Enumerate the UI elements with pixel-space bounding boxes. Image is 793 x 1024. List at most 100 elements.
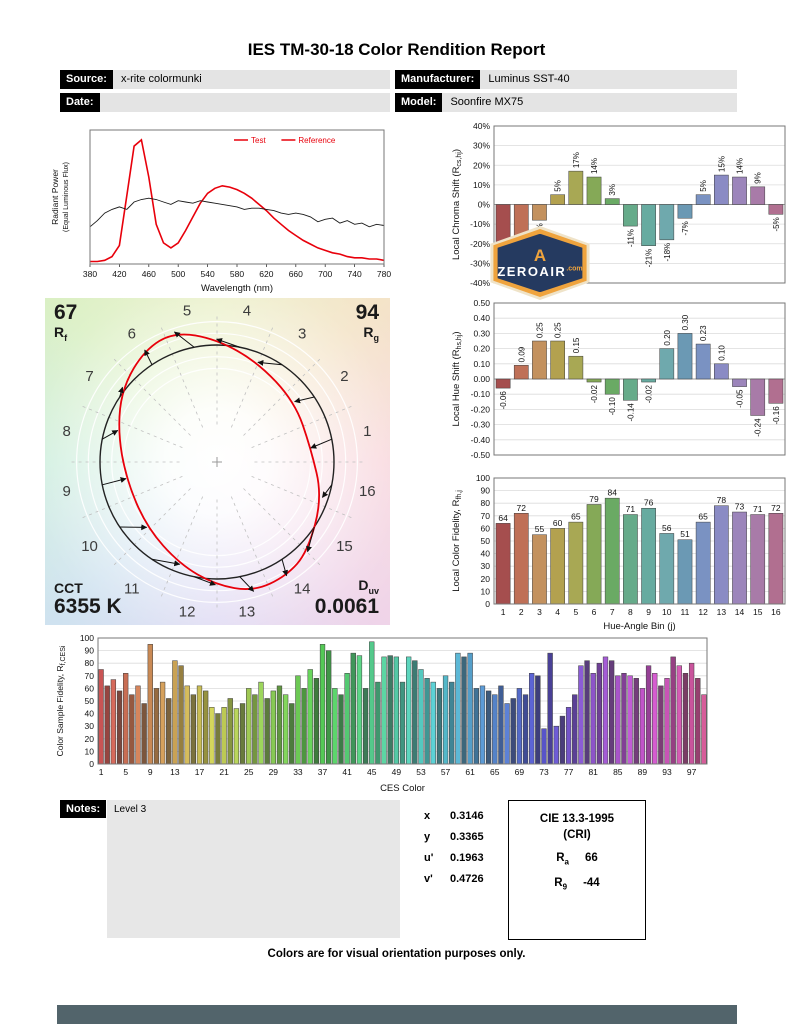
model-value: Soonfire MX75 [442, 93, 737, 112]
svg-text:55: 55 [535, 524, 545, 534]
svg-text:9: 9 [646, 607, 651, 617]
bar [276, 685, 283, 765]
svg-text:-0.10: -0.10 [608, 397, 617, 416]
bar [596, 662, 602, 765]
svg-text:0.23: 0.23 [699, 325, 708, 341]
bar [338, 694, 344, 765]
svg-text:-0.02: -0.02 [645, 384, 654, 403]
spectral-power-distribution-chart: 380 420 460 500 540 580 620 660 700 740 780 Wavelen… [50, 122, 392, 294]
notes-box: Level 3 [107, 800, 400, 938]
bar [362, 688, 369, 765]
date-label: Date: [60, 93, 100, 112]
svg-text:90: 90 [481, 486, 491, 496]
svg-text:10%: 10% [473, 180, 490, 190]
svg-text:13: 13 [170, 767, 180, 777]
bar [166, 698, 172, 765]
svg-text:81: 81 [588, 767, 598, 777]
duv-readout: Duv 0.0061 [315, 576, 379, 619]
notes-label: Notes: [60, 800, 107, 818]
svg-text:9: 9 [63, 483, 71, 500]
bar [178, 665, 184, 765]
manufacturer-label: Manufacturer: [395, 70, 481, 89]
bar [436, 688, 443, 765]
svg-text:84: 84 [607, 488, 617, 498]
svg-text:-5%: -5% [772, 217, 781, 231]
svg-text:17%: 17% [572, 152, 581, 168]
cvg-reference-circle [99, 344, 335, 580]
ces-canvas: 0 10 20 30 40 50 60 70 80 90 100 1 5 9 13 17 21 25 29 33 37 4… [55, 633, 708, 794]
svg-text:69: 69 [515, 767, 525, 777]
svg-text:60: 60 [85, 683, 95, 693]
chroma-bars [495, 170, 784, 246]
svg-text:10: 10 [481, 586, 491, 596]
svg-text:1: 1 [363, 423, 371, 440]
svg-text:14: 14 [294, 580, 311, 597]
coord-row-u: u' 0.1963 [424, 852, 484, 864]
bar [682, 673, 689, 765]
bar [639, 688, 646, 765]
svg-text:-0.30: -0.30 [471, 420, 491, 430]
svg-text:13: 13 [717, 607, 727, 617]
page-title: IES TM-30-18 Color Rendition Report [247, 40, 546, 59]
cvg-test-curve [118, 333, 320, 590]
bar [670, 656, 676, 765]
bar [550, 528, 565, 605]
bar [677, 204, 693, 219]
bar [645, 665, 652, 765]
bar [430, 681, 436, 765]
bar [350, 652, 356, 765]
bar [547, 652, 553, 765]
bar [104, 685, 110, 765]
svg-text:-21%: -21% [645, 249, 654, 268]
svg-text:0: 0 [485, 599, 490, 609]
bar [641, 378, 656, 383]
svg-text:0.25: 0.25 [535, 322, 544, 338]
bar [375, 681, 381, 765]
ra-label: Ra [556, 852, 569, 867]
svg-text:10: 10 [85, 746, 95, 756]
svg-text:740: 740 [348, 269, 362, 279]
svg-text:660: 660 [289, 269, 303, 279]
bar [172, 660, 178, 765]
svg-text:20: 20 [481, 574, 491, 584]
duv-label: Duv [358, 576, 379, 596]
svg-text:30: 30 [481, 561, 491, 571]
svg-text:57: 57 [441, 767, 451, 777]
svg-text:5%: 5% [699, 180, 708, 192]
zeroair-badge-border: A ZEROAIR.com [493, 228, 587, 298]
rg-score: 94 Rg [356, 301, 379, 343]
svg-text:49: 49 [392, 767, 402, 777]
svg-text:65: 65 [490, 767, 500, 777]
bar [623, 204, 638, 227]
svg-text:4: 4 [243, 303, 251, 320]
svg-text:-11%: -11% [626, 229, 635, 247]
svg-text:100: 100 [80, 633, 94, 643]
bar [604, 497, 620, 605]
bar [295, 675, 301, 765]
svg-text:60: 60 [553, 518, 563, 528]
svg-text:13: 13 [239, 603, 256, 620]
bar [233, 708, 240, 765]
svg-text:76: 76 [644, 498, 654, 508]
svg-text:380: 380 [83, 269, 97, 279]
bar [659, 348, 675, 380]
bar [406, 656, 412, 765]
bar [604, 198, 620, 205]
bar [510, 698, 516, 765]
bar [586, 504, 602, 605]
bar [282, 694, 289, 765]
bar [387, 655, 393, 765]
svg-text:14: 14 [735, 607, 745, 617]
bar [623, 514, 638, 605]
zeroair-logo-icon: A [533, 245, 547, 265]
bar [513, 365, 529, 380]
bar [550, 340, 565, 380]
svg-text:-0.40: -0.40 [471, 435, 491, 445]
svg-text:-0.05: -0.05 [736, 389, 745, 408]
spd-series-reference [89, 197, 385, 228]
svg-text:93: 93 [662, 767, 672, 777]
bar [559, 715, 566, 765]
svg-text:420: 420 [112, 269, 126, 279]
svg-text:72: 72 [771, 503, 781, 513]
r9-value: -44 [583, 877, 600, 890]
